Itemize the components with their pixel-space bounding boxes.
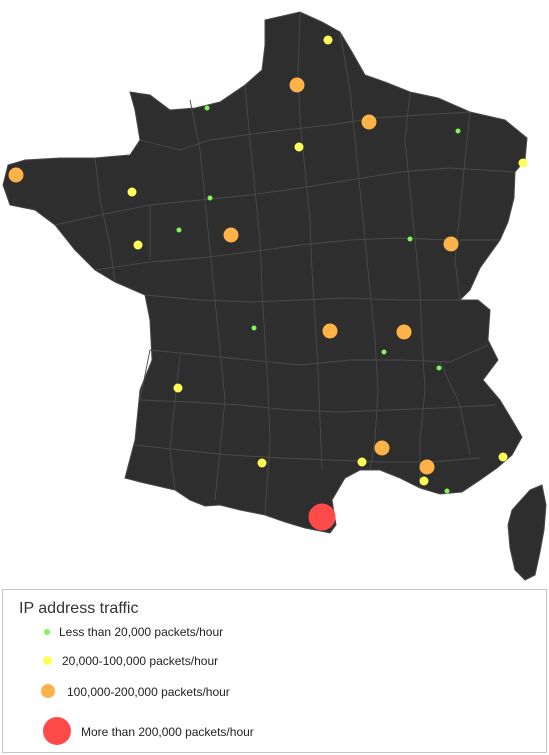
mainland-france xyxy=(2,11,528,534)
traffic-point-yellow xyxy=(357,457,367,467)
traffic-point-orange xyxy=(322,323,338,339)
traffic-point-orange xyxy=(223,227,239,243)
traffic-point-orange xyxy=(8,167,24,183)
traffic-point-yellow xyxy=(323,35,333,45)
france-map xyxy=(2,11,547,581)
legend-label: 20,000-100,000 packets/hour xyxy=(62,654,219,668)
traffic-point-green xyxy=(381,349,387,355)
green-dot-icon xyxy=(44,629,50,635)
traffic-point-green xyxy=(436,365,442,371)
traffic-point-green xyxy=(176,227,182,233)
traffic-point-green xyxy=(251,325,257,331)
legend-item-red: More than 200,000 packets/hour xyxy=(3,714,546,745)
legend-label: 100,000-200,000 packets/hour xyxy=(67,685,230,699)
france-mainland-shape xyxy=(2,11,528,534)
department-borders xyxy=(54,11,516,516)
traffic-point-orange xyxy=(396,324,412,340)
legend-item-orange: 100,000-200,000 packets/hour xyxy=(3,678,546,708)
orange-dot-icon xyxy=(41,684,55,698)
corsica-shape xyxy=(507,484,547,581)
legend-title: IP address traffic xyxy=(19,600,139,617)
traffic-point-green xyxy=(407,236,413,242)
traffic-point-green xyxy=(455,128,461,134)
traffic-point-orange xyxy=(419,459,435,475)
traffic-point-orange xyxy=(374,440,390,456)
legend-label: More than 200,000 packets/hour xyxy=(81,725,254,739)
traffic-point-orange xyxy=(361,114,377,130)
traffic-point-yellow xyxy=(133,240,143,250)
legend-label: Less than 20,000 packets/hour xyxy=(59,625,224,639)
traffic-point-yellow xyxy=(173,383,183,393)
traffic-point-orange xyxy=(443,236,459,252)
traffic-point-green xyxy=(204,105,210,111)
traffic-points xyxy=(8,35,528,531)
traffic-point-green xyxy=(444,488,450,494)
traffic-point-orange xyxy=(289,77,305,93)
traffic-point-yellow xyxy=(294,142,304,152)
traffic-point-yellow xyxy=(127,187,137,197)
traffic-point-yellow xyxy=(518,158,528,168)
legend: IP address traffic Less than 20,000 pack… xyxy=(2,589,547,753)
traffic-point-green xyxy=(207,195,213,201)
red-dot-icon xyxy=(43,717,71,745)
yellow-dot-icon xyxy=(43,656,52,665)
traffic-point-yellow xyxy=(257,458,267,468)
traffic-point-red xyxy=(308,503,336,531)
traffic-point-yellow xyxy=(498,452,508,462)
traffic-point-yellow xyxy=(419,476,429,486)
legend-item-green: Less than 20,000 packets/hour xyxy=(3,618,546,648)
legend-item-yellow: 20,000-100,000 packets/hour xyxy=(3,648,546,678)
